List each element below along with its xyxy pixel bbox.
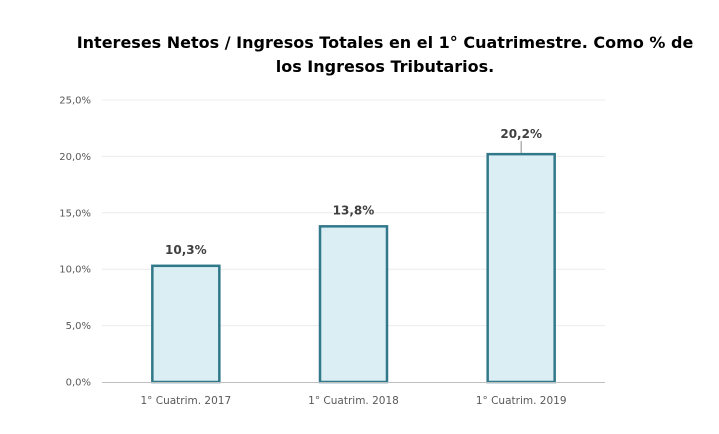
- y-tick-label: 10,0%: [59, 265, 91, 276]
- bar: [486, 152, 556, 384]
- data-label: 20,2%: [500, 127, 542, 141]
- bar: [318, 225, 389, 384]
- y-tick-label: 0,0%: [66, 378, 91, 389]
- y-tick-label: 5,0%: [66, 321, 91, 332]
- y-axis-ticks: 0,0% 5,0% 10,0% 15,0% 20,0% 25,0%: [59, 96, 91, 389]
- data-labels: 10,3% 13,8% 20,2%: [165, 127, 542, 257]
- x-tick-label: 1° Cuatrim. 2017: [140, 395, 231, 407]
- data-label: 10,3%: [165, 243, 207, 257]
- bars: [151, 152, 556, 384]
- y-tick-label: 15,0%: [59, 208, 91, 219]
- y-tick-label: 20,0%: [59, 152, 91, 163]
- x-axis-ticks: 1° Cuatrim. 2017 1° Cuatrim. 2018 1° Cuatr…: [140, 395, 566, 407]
- y-tick-label: 25,0%: [59, 96, 91, 107]
- x-tick-label: 1° Cuatrim. 2019: [476, 395, 567, 407]
- chart-title: Intereses Netos / Ingresos Totales en el…: [76, 33, 694, 76]
- data-label: 13,8%: [333, 203, 375, 217]
- bar: [151, 264, 221, 384]
- x-tick-label: 1° Cuatrim. 2018: [308, 395, 399, 407]
